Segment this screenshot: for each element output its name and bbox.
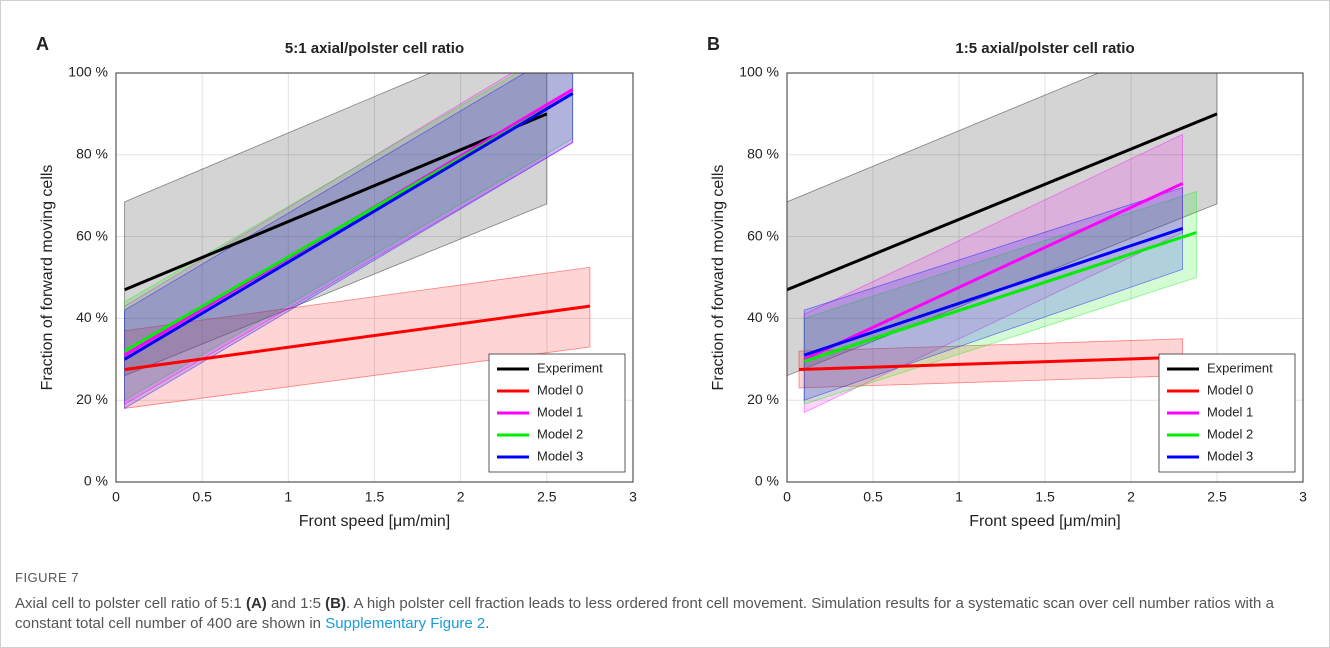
confidence-band [124, 73, 548, 377]
series-line [803, 231, 1197, 363]
y-tick-label: 0 % [755, 473, 779, 489]
x-axis-label: Front speed [μm/min] [969, 513, 1121, 530]
axes-frame [115, 72, 634, 483]
y-tick-label: 20 % [747, 391, 779, 407]
x-axis-label: Front speed [μm/min] [299, 513, 451, 530]
legend-label: Model 1 [537, 404, 583, 419]
x-tick-label: 1.5 [365, 489, 385, 505]
series-line [787, 112, 1218, 292]
series-line [798, 355, 1183, 372]
chart-title: 1:5 axial/polster cell ratio [955, 40, 1134, 57]
caption-link[interactable]: Supplementary Figure 2 [325, 615, 486, 632]
legend-label: Experiment [537, 360, 603, 375]
x-tick-label: 1 [284, 489, 292, 505]
y-tick-label: 20 % [76, 391, 108, 407]
legend-label: Model 3 [537, 448, 583, 463]
legend-label: Model 2 [1207, 426, 1253, 441]
caption-text: Axial cell to polster cell ratio of 5:1 [15, 595, 246, 612]
y-axis-label: Fraction of forward moving cells [710, 165, 727, 391]
y-axis-label: Fraction of forward moving cells [39, 165, 56, 391]
legend-label: Model 3 [1207, 448, 1253, 463]
x-tick-label: 0 [783, 489, 791, 505]
panel-label: B [707, 34, 720, 54]
y-tick-label: 0 % [84, 473, 108, 489]
series-line [123, 92, 574, 361]
chart-title: 5:1 axial/polster cell ratio [285, 40, 464, 57]
caption: FIGURE 7 Axial cell to polster cell rati… [15, 568, 1305, 634]
confidence-band [787, 73, 1218, 377]
confidence-band [803, 133, 1183, 414]
legend-label: Model 0 [537, 382, 583, 397]
legend-label: Experiment [1207, 360, 1273, 375]
y-tick-label: 40 % [76, 309, 108, 325]
series-line [803, 226, 1184, 357]
x-tick-label: 0.5 [192, 489, 212, 505]
x-tick-label: 1.5 [1035, 489, 1055, 505]
series-line [124, 112, 548, 292]
caption-text: and 1:5 [266, 595, 326, 612]
x-tick-label: 2 [457, 489, 465, 505]
panel-label: A [36, 34, 49, 54]
y-tick-label: 80 % [747, 146, 779, 162]
x-tick-label: 0 [112, 489, 120, 505]
caption-text: Axial cell to polster cell ratio of 5:1 … [15, 594, 1305, 634]
legend-label: Model 1 [1207, 404, 1253, 419]
legend-label: Model 2 [537, 426, 583, 441]
x-tick-label: 0.5 [863, 489, 883, 505]
y-tick-label: 40 % [747, 309, 779, 325]
x-tick-label: 2 [1127, 489, 1135, 505]
legend-label: Model 0 [1207, 382, 1253, 397]
caption-label: FIGURE 7 [15, 570, 79, 585]
caption-text: . [485, 615, 490, 632]
plot-content [123, 73, 591, 410]
caption-ref: (A) [245, 595, 267, 612]
x-tick-label: 1 [955, 489, 963, 505]
chart-area: 0 %20 %40 %60 %80 %100 %0 0.5 1 1.5 2 2.5 3A 5:… [36, 34, 1307, 530]
y-tick-label: 80 % [76, 146, 108, 162]
x-tick-label: 2.5 [1207, 489, 1227, 505]
x-tick-label: 2.5 [537, 489, 557, 505]
confidence-band [803, 186, 1183, 401]
y-tick-label: 60 % [76, 227, 108, 243]
y-tick-label: 100 % [739, 64, 779, 80]
caption-ref: (B) [325, 595, 346, 612]
x-tick-label: 3 [1299, 489, 1307, 505]
y-tick-label: 100 % [68, 64, 108, 80]
axes-frame [786, 72, 1304, 483]
caption-text: . A high polster cell fraction leads to … [15, 595, 1274, 632]
series-line [124, 304, 591, 372]
x-tick-label: 3 [629, 489, 637, 505]
plot-content [787, 73, 1218, 414]
y-tick-label: 60 % [747, 227, 779, 243]
series-line [803, 182, 1184, 361]
